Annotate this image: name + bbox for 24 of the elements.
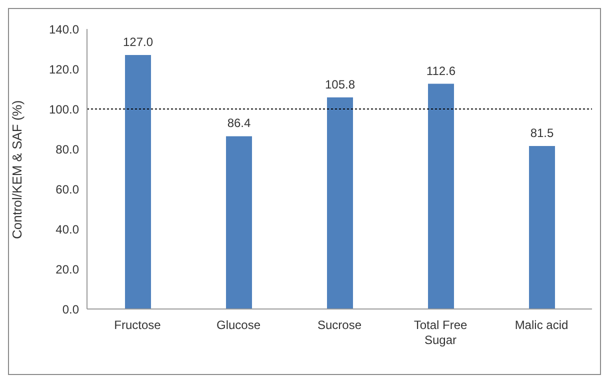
y-tick-label: 120.0	[48, 62, 80, 76]
data-label: 127.0	[122, 35, 154, 49]
data-label: 112.6	[426, 64, 456, 78]
x-tick-label: Total Free Sugar	[414, 318, 468, 347]
y-axis-title: Control/KEM & SAF (%)	[10, 100, 25, 239]
y-tick-label: 40.0	[56, 222, 80, 236]
x-tick-label: Malic acid	[514, 318, 568, 332]
x-tick-label: Glucose	[216, 318, 261, 332]
bar	[125, 55, 151, 309]
data-label: 86.4	[227, 116, 251, 130]
y-tick-label: 20.0	[56, 262, 80, 276]
x-tick-label: Fructose	[114, 318, 162, 332]
y-tick-label: 80.0	[56, 142, 80, 156]
y-tick-label: 0.0	[62, 302, 80, 316]
data-label: 81.5	[530, 126, 554, 140]
x-tick-label: Sucrose	[317, 318, 362, 332]
data-label: 105.8	[324, 77, 356, 92]
bar	[529, 146, 555, 309]
bar	[327, 97, 353, 309]
y-tick-label: 140.0	[48, 22, 80, 36]
bar	[226, 136, 252, 309]
y-tick-label: 60.0	[56, 182, 80, 196]
y-tick-label: 100.0	[48, 102, 80, 116]
bar	[428, 84, 454, 309]
